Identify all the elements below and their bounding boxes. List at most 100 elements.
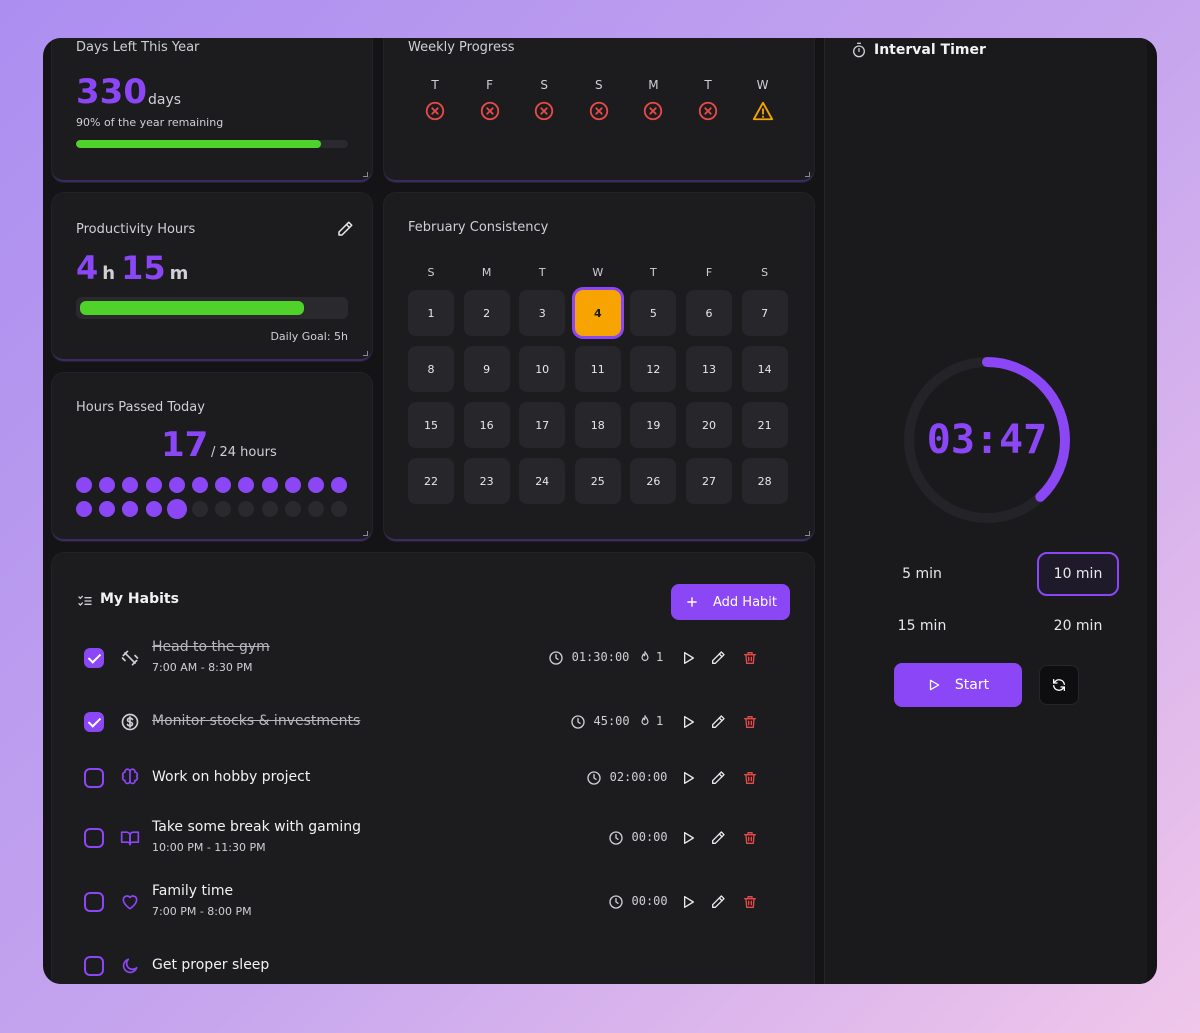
- calendar-day[interactable]: 3: [519, 290, 566, 336]
- calendar-day[interactable]: 16: [463, 402, 510, 448]
- calendar-day[interactable]: 5: [630, 290, 677, 336]
- habit-checkbox[interactable]: [84, 892, 104, 912]
- weekly-day-label: W: [756, 78, 769, 92]
- productivity-card: Productivity Hours 4 h 15 m Daily Goal: 5h: [52, 193, 372, 361]
- pencil-icon[interactable]: [710, 714, 726, 730]
- calendar-day[interactable]: 21: [741, 402, 788, 448]
- trash-icon[interactable]: [742, 830, 758, 846]
- preset-button[interactable]: 15 min: [881, 604, 963, 648]
- hour-dot: [122, 477, 139, 493]
- clock-icon: [570, 715, 585, 729]
- calendar-day[interactable]: 11: [574, 346, 621, 392]
- habit-duration: 00:00: [631, 830, 668, 844]
- habit-row: Family time 7:00 PM - 8:00 PM 00:00: [52, 883, 814, 935]
- calendar-day[interactable]: 4: [574, 290, 621, 336]
- hour-dot: [308, 477, 324, 493]
- resize-handle[interactable]: [363, 531, 368, 536]
- app-window: Days Left This Year 330 days 90% of the …: [43, 38, 1157, 984]
- warning-icon: [752, 101, 773, 121]
- resize-handle[interactable]: [363, 351, 368, 356]
- x-circle-icon: [589, 101, 608, 121]
- habit-title: Head to the gym: [152, 639, 270, 655]
- habit-checkbox[interactable]: [84, 768, 104, 788]
- play-icon[interactable]: [680, 894, 696, 910]
- trash-icon[interactable]: [742, 894, 758, 910]
- calendar-day[interactable]: 14: [741, 346, 788, 392]
- habits-title: My Habits: [100, 591, 179, 607]
- habit-checkbox[interactable]: [84, 828, 104, 848]
- hour-dot: [261, 501, 278, 517]
- calendar-day[interactable]: 7: [741, 290, 788, 336]
- calendar-day[interactable]: 10: [519, 346, 566, 392]
- hour-dot: [76, 501, 92, 517]
- play-icon[interactable]: [680, 650, 696, 666]
- calendar-day[interactable]: 1: [408, 290, 454, 336]
- calendar-day[interactable]: 2: [463, 290, 510, 336]
- resize-handle[interactable]: [805, 172, 810, 177]
- habit-row: Work on hobby project 02:00:00: [52, 761, 814, 811]
- weekly-progress-card: Weekly Progress T F S S M T W: [384, 38, 814, 182]
- calendar-day[interactable]: 23: [463, 458, 510, 504]
- calendar-day[interactable]: 13: [686, 346, 732, 392]
- calendar-day[interactable]: 28: [741, 458, 788, 504]
- calendar-title: February Consistency: [408, 220, 549, 235]
- timer-readout: 03:47: [926, 417, 1048, 463]
- calendar-day[interactable]: 20: [686, 402, 732, 448]
- pencil-icon[interactable]: [336, 220, 354, 238]
- clock-icon: [608, 831, 623, 845]
- resize-handle[interactable]: [805, 531, 810, 536]
- add-habit-button[interactable]: Add Habit: [671, 584, 790, 620]
- weekly-day-label: S: [540, 78, 548, 92]
- calendar-day[interactable]: 9: [463, 346, 510, 392]
- calendar-day[interactable]: 24: [519, 458, 566, 504]
- trash-icon[interactable]: [742, 770, 758, 786]
- habit-row: Get proper sleep: [52, 949, 814, 984]
- calendar-day[interactable]: 15: [408, 402, 454, 448]
- calendar-day[interactable]: 12: [630, 346, 677, 392]
- days-left-card: Days Left This Year 330 days 90% of the …: [52, 38, 372, 182]
- hour-dot: [192, 501, 208, 517]
- trash-icon[interactable]: [742, 650, 758, 666]
- calendar-weekday: W: [592, 266, 604, 279]
- play-icon[interactable]: [680, 770, 696, 786]
- hours-passed-total: / 24 hours: [211, 445, 277, 460]
- list-check-icon: [78, 595, 92, 606]
- habit-checkbox[interactable]: [84, 712, 104, 732]
- pencil-icon[interactable]: [710, 830, 726, 846]
- calendar-day[interactable]: 17: [519, 402, 566, 448]
- hour-dot: [168, 477, 185, 493]
- calendar-day[interactable]: 19: [630, 402, 677, 448]
- pencil-icon[interactable]: [710, 894, 726, 910]
- habit-checkbox[interactable]: [84, 956, 104, 976]
- weekly-day-label: S: [594, 78, 603, 92]
- productivity-hours: 4: [76, 249, 99, 287]
- habit-time: 7:00 PM - 8:00 PM: [152, 905, 252, 918]
- calendar-day[interactable]: 6: [686, 290, 732, 336]
- hour-dot: [76, 477, 92, 493]
- habit-title: Get proper sleep: [152, 957, 270, 973]
- preset-button[interactable]: 5 min: [881, 552, 963, 596]
- play-icon[interactable]: [680, 714, 696, 730]
- productivity-minutes-unit: m: [169, 263, 189, 284]
- calendar-day[interactable]: 18: [574, 402, 621, 448]
- pencil-icon[interactable]: [710, 770, 726, 786]
- calendar-day[interactable]: 25: [574, 458, 621, 504]
- start-button[interactable]: Start: [894, 663, 1022, 707]
- reset-button[interactable]: [1039, 665, 1079, 705]
- calendar-day[interactable]: 26: [630, 458, 677, 504]
- preset-button[interactable]: 10 min: [1037, 552, 1119, 596]
- hours-passed-value: 17: [161, 425, 209, 465]
- calendar-weekday: T: [650, 266, 657, 279]
- productivity-time: 4 h 15 m: [76, 249, 194, 287]
- days-left-progress-fill: [76, 140, 321, 148]
- calendar-day[interactable]: 8: [408, 346, 454, 392]
- calendar-day[interactable]: 27: [686, 458, 732, 504]
- flame-icon: [641, 715, 649, 726]
- trash-icon[interactable]: [742, 714, 758, 730]
- play-icon[interactable]: [680, 830, 696, 846]
- pencil-icon[interactable]: [710, 650, 726, 666]
- calendar-day[interactable]: 22: [408, 458, 454, 504]
- preset-button[interactable]: 20 min: [1037, 604, 1119, 648]
- habit-checkbox[interactable]: [84, 648, 104, 668]
- resize-handle[interactable]: [363, 172, 368, 177]
